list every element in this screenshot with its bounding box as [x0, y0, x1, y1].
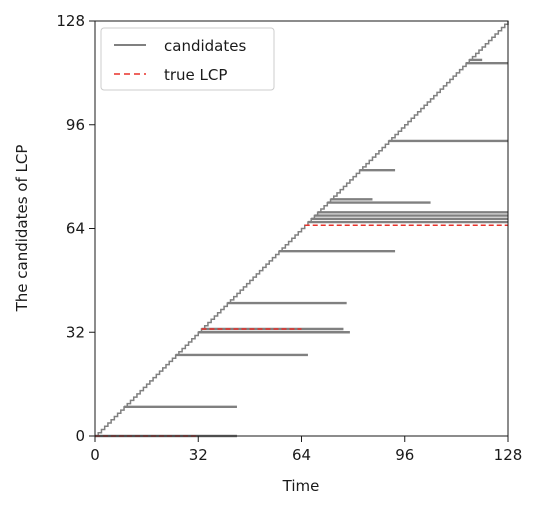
x-tick-label-1: 32	[189, 446, 208, 464]
legend-label-candidates: candidates	[164, 37, 246, 55]
x-axis-label: Time	[282, 477, 320, 495]
plot-area	[95, 21, 509, 438]
y-tick-label-3: 96	[66, 116, 85, 134]
y-tick-label-4: 128	[56, 12, 85, 30]
y-tick-label-0: 0	[75, 427, 85, 445]
y-axis-label: The candidates of LCP	[13, 145, 31, 313]
y-tick-label-2: 64	[66, 220, 85, 238]
axes: 0 32 64 96 128 0 32 64 96 128	[56, 12, 522, 464]
x-tick-label-3: 96	[395, 446, 414, 464]
x-tick-label-0: 0	[90, 446, 100, 464]
x-tick-label-4: 128	[494, 446, 523, 464]
y-tick-label-1: 32	[66, 323, 85, 341]
candidates-diagonal	[95, 21, 509, 437]
legend-label-true-lcp: true LCP	[164, 66, 227, 84]
legend: candidates true LCP	[100, 27, 275, 91]
x-tick-label-2: 64	[292, 446, 311, 464]
